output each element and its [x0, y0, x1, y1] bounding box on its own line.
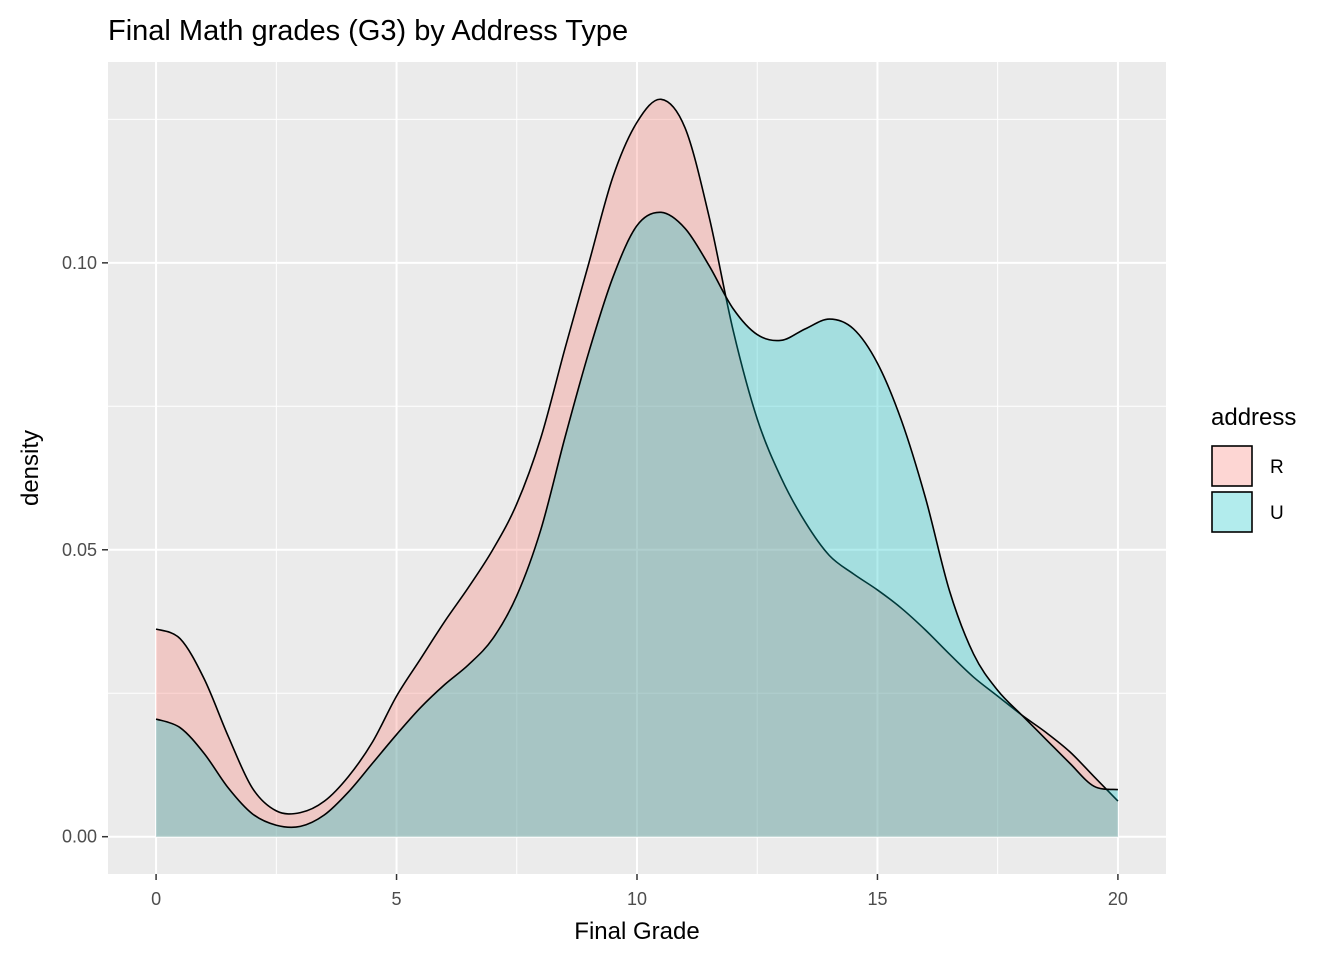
legend-key-R: [1211, 445, 1253, 487]
legend-items: RU: [1211, 445, 1284, 533]
legend-key-background: [1211, 491, 1253, 533]
legend: address RU: [1211, 404, 1296, 533]
y-tick-label: 0.00: [62, 827, 97, 847]
density-line-U: [155, 211, 1119, 829]
major-gridlines: [108, 62, 1166, 874]
legend-key-U: [1211, 491, 1253, 533]
density-line-R: [155, 98, 1119, 815]
y-tick-label: 0.10: [62, 253, 97, 273]
density-areas: [155, 98, 1119, 837]
x-tick-label: 0: [151, 889, 161, 909]
legend-label-U: U: [1270, 503, 1284, 524]
y-axis: 0.00 0.05 0.10: [62, 253, 108, 847]
y-tick-label: 0.05: [62, 540, 97, 560]
x-axis: 0 5 10 15 20: [151, 874, 1128, 909]
density-area-U: [156, 212, 1118, 837]
y-axis-title: density: [17, 430, 44, 506]
x-tick-label: 15: [867, 889, 887, 909]
x-tick-label: 10: [627, 889, 647, 909]
legend-label-R: R: [1270, 457, 1284, 478]
legend-key-background: [1211, 445, 1253, 487]
density-area-R: [156, 99, 1118, 837]
x-tick-label: 5: [392, 889, 402, 909]
x-tick-label: 20: [1108, 889, 1128, 909]
legend-title: address: [1211, 404, 1296, 431]
x-axis-title: Final Grade: [574, 918, 699, 945]
chart-title: Final Math grades (G3) by Address Type: [108, 15, 628, 47]
